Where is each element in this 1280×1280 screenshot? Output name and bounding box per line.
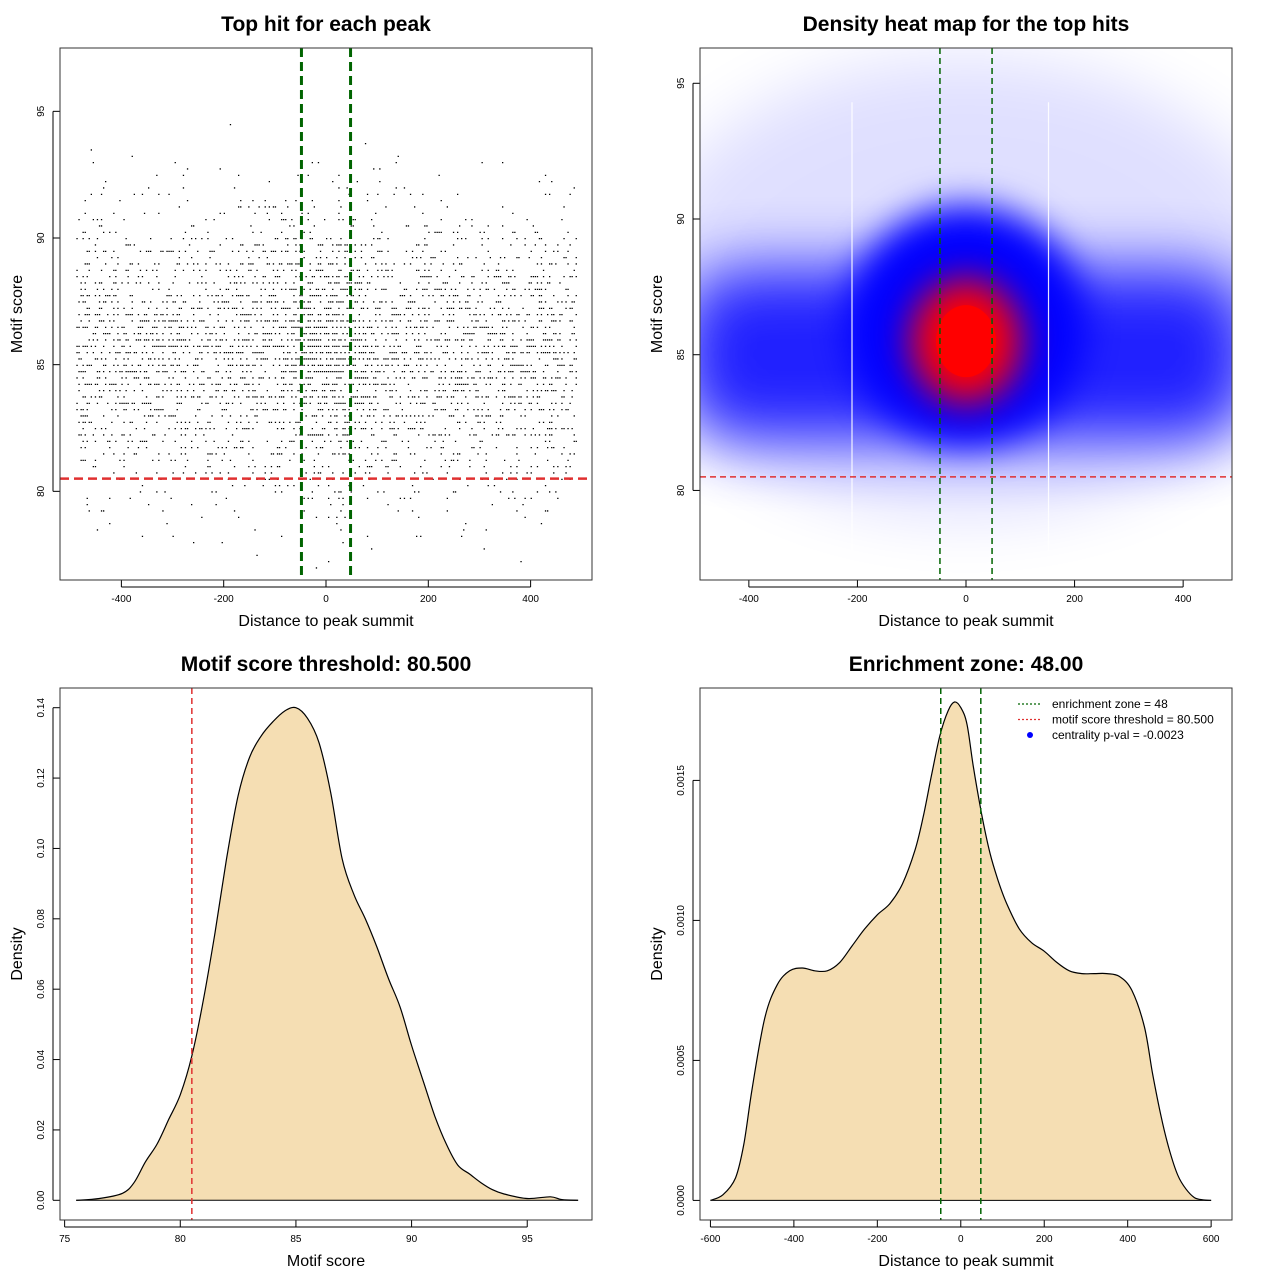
- chart-title: Top hit for each peak: [221, 13, 431, 36]
- x-tick-label: 0: [958, 1234, 964, 1245]
- chart-title: Motif score threshold: 80.500: [181, 653, 472, 676]
- y-tick-label: 0.0010: [676, 905, 687, 936]
- score-density-panel: Motif score threshold: 80.500 Motif score…: [9, 653, 593, 1270]
- x-tick-label: 200: [1036, 1234, 1053, 1245]
- density-curve: [76, 706, 579, 1201]
- y-tick-label: 90: [36, 232, 47, 244]
- x-tick-label: 0: [323, 594, 329, 605]
- x-tick-label: -400: [111, 594, 131, 605]
- x-axis-label: Distance to peak summit: [238, 613, 414, 630]
- x-tick-label: 600: [1203, 1234, 1220, 1245]
- plot-frame: [59, 687, 593, 1221]
- x-tick-label: -600: [700, 1234, 720, 1245]
- x-tick-label: -200: [867, 1234, 887, 1245]
- x-tick-label: 400: [1119, 1234, 1136, 1245]
- density-area: [76, 707, 579, 1201]
- x-tick-label: -200: [214, 594, 234, 605]
- y-tick-label: 85: [676, 349, 687, 361]
- chart-title: Enrichment zone: 48.00: [849, 653, 1084, 676]
- scatter-points: [76, 124, 577, 569]
- y-tick-label: 0.12: [36, 768, 47, 788]
- scatter-point-cloud: [76, 124, 577, 569]
- x-tick-label: 85: [290, 1234, 302, 1245]
- legend-swatch: [1027, 732, 1033, 738]
- x-tick-label: 0: [963, 594, 969, 605]
- y-axis-label: Density: [649, 927, 666, 980]
- y-tick-label: 80: [36, 485, 47, 497]
- y-tick-label: 0.04: [36, 1049, 47, 1069]
- x-tick-label: 200: [1066, 594, 1083, 605]
- y-tick-label: 95: [36, 105, 47, 117]
- y-tick-label: 0.08: [36, 909, 47, 929]
- y-tick-label: 0.0015: [676, 765, 687, 796]
- x-tick-label: 80: [175, 1234, 187, 1245]
- density-area: [710, 701, 1212, 1201]
- legend: enrichment zone = 48 motif score threshol…: [1018, 697, 1214, 742]
- y-tick-label: 95: [676, 77, 687, 89]
- scatter-panel: Top hit for each peak Distance to peak su…: [9, 13, 593, 630]
- y-axis-label: Motif score: [9, 275, 26, 353]
- y-axis-label: Motif score: [649, 275, 666, 353]
- x-tick-label: 95: [522, 1234, 534, 1245]
- heatmap-cells: [700, 48, 1232, 580]
- x-tick-label: -400: [784, 1234, 804, 1245]
- x-tick-label: -400: [739, 594, 759, 605]
- y-tick-label: 80: [676, 484, 687, 496]
- x-tick-label: 75: [59, 1234, 71, 1245]
- y-tick-label: 0.0000: [676, 1185, 687, 1216]
- plot-frame: [59, 47, 593, 581]
- y-tick-label: 0.10: [36, 838, 47, 858]
- density-curve: [710, 701, 1212, 1201]
- x-axis-label: Distance to peak summit: [878, 1253, 1054, 1270]
- y-tick-label: 0.06: [36, 979, 47, 999]
- x-tick-label: 200: [420, 594, 437, 605]
- y-tick-label: 0.14: [36, 698, 47, 718]
- x-axis-label: Distance to peak summit: [878, 613, 1054, 630]
- legend-label: motif score threshold = 80.500: [1052, 713, 1214, 727]
- y-tick-label: 0.0005: [676, 1045, 687, 1076]
- y-tick-label: 90: [676, 213, 687, 225]
- distance-density-panel: Enrichment zone: 48.00 Distance to peak s…: [649, 653, 1233, 1270]
- legend-label: enrichment zone = 48: [1052, 697, 1168, 711]
- legend-label: centrality p-val = -0.0023: [1052, 728, 1184, 742]
- x-tick-label: 400: [1175, 594, 1192, 605]
- x-tick-label: 400: [522, 594, 539, 605]
- x-tick-label: 90: [406, 1234, 418, 1245]
- x-axis-label: Motif score: [287, 1253, 365, 1270]
- y-tick-label: 85: [36, 359, 47, 371]
- y-tick-label: 0.02: [36, 1120, 47, 1140]
- heatmap-panel: Density heat map for the top hits Distanc…: [649, 13, 1233, 630]
- y-axis-label: Density: [9, 927, 26, 980]
- chart-title: Density heat map for the top hits: [803, 13, 1130, 36]
- density-peak-center: [936, 305, 996, 378]
- y-tick-label: 0.00: [36, 1190, 47, 1210]
- plot-frame: [699, 47, 1233, 581]
- plot-frame: [699, 687, 1233, 1221]
- x-tick-label: -200: [847, 594, 867, 605]
